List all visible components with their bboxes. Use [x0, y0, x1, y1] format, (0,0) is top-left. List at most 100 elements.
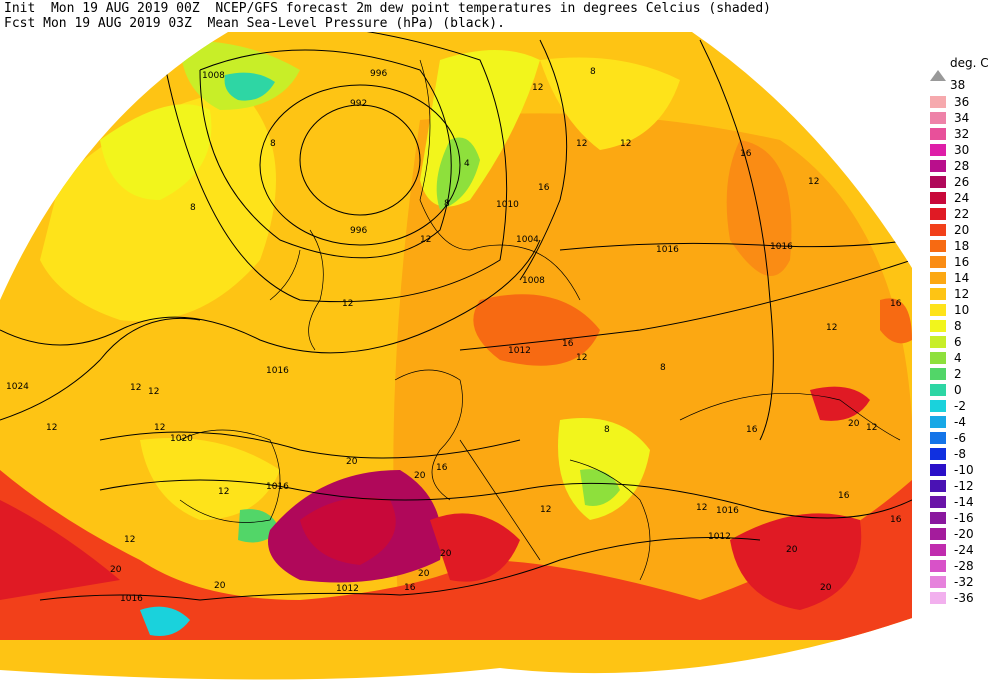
isobar-label: 996	[370, 69, 387, 79]
field-label: 16	[404, 583, 416, 593]
legend-swatch	[930, 240, 946, 252]
field-label: 12	[576, 353, 587, 363]
field-label: 16	[538, 183, 550, 193]
isobar-label: 1010	[496, 200, 519, 210]
field-label: 20	[214, 581, 226, 591]
legend-swatch	[930, 224, 946, 236]
legend-swatch	[930, 208, 946, 220]
legend-label: 22	[954, 207, 970, 221]
isobar-label: 1016	[656, 245, 679, 255]
legend-swatch	[930, 368, 946, 380]
legend-swatch	[930, 544, 946, 556]
legend-swatch	[930, 480, 946, 492]
isobar-label: 1016	[266, 482, 289, 492]
field-label: 12	[532, 83, 543, 93]
legend-item: 10	[930, 302, 1000, 318]
field-label: 16	[746, 425, 758, 435]
legend-swatch	[930, 592, 946, 604]
isobar-label: 1008	[202, 71, 225, 81]
field-label: 20	[346, 457, 358, 467]
field-label: 12	[46, 423, 57, 433]
legend-label: -24	[954, 543, 974, 557]
legend-swatch	[930, 528, 946, 540]
legend-swatch	[930, 288, 946, 300]
legend-item: 8	[930, 318, 1000, 334]
field-label: 20	[848, 419, 860, 429]
isobar-label: 1024	[6, 382, 29, 392]
field-label: 12	[826, 323, 837, 333]
legend-label: -20	[954, 527, 974, 541]
legend-item: 28	[930, 158, 1000, 174]
legend-swatch	[930, 384, 946, 396]
isobar-label: 1016	[716, 506, 739, 516]
field-label: 8	[660, 363, 666, 373]
legend-item: 6	[930, 334, 1000, 350]
legend-item: -14	[930, 494, 1000, 510]
legend-swatch	[930, 336, 946, 348]
legend-swatch	[930, 416, 946, 428]
legend-swatch	[930, 320, 946, 332]
legend-item: 24	[930, 190, 1000, 206]
legend-item: 14	[930, 270, 1000, 286]
legend-item: 16	[930, 254, 1000, 270]
legend-item: -32	[930, 574, 1000, 590]
legend-label: 36	[954, 95, 970, 109]
legend-item: 18	[930, 238, 1000, 254]
legend-swatch	[930, 144, 946, 156]
field-label: 8	[190, 203, 196, 213]
legend-label: -32	[954, 575, 974, 589]
legend-label: 34	[954, 111, 970, 125]
field-label: 12	[540, 505, 551, 515]
field-label: 16	[562, 339, 574, 349]
isobar-label: 1016	[266, 366, 289, 376]
legend-swatch	[930, 176, 946, 188]
isobar-label: 1008	[522, 276, 545, 286]
legend-label: 26	[954, 175, 970, 189]
legend-label: 12	[954, 287, 970, 301]
field-label: 12	[866, 423, 877, 433]
isobar-label: 1012	[708, 532, 731, 542]
field-label: 12	[620, 139, 631, 149]
isobar-label: 1020	[170, 434, 193, 444]
field-label: 16	[890, 299, 902, 309]
legend-label: 30	[954, 143, 970, 157]
isobar-label: 1004	[516, 235, 539, 245]
legend-swatch	[930, 448, 946, 460]
legend-unit: deg. C	[950, 56, 989, 70]
legend-label: -10	[954, 463, 974, 477]
legend-item: 36	[930, 94, 1000, 110]
isobars	[0, 32, 912, 601]
legend-item: 22	[930, 206, 1000, 222]
legend-swatch	[930, 304, 946, 316]
isobar-labels: 1008 996 992 996 1010 1004 1008 1016 101…	[6, 69, 793, 604]
legend-item: -12	[930, 478, 1000, 494]
field-label: 8	[590, 67, 596, 77]
legend-item: -2	[930, 398, 1000, 414]
legend-label: 28	[954, 159, 970, 173]
legend-swatch	[930, 512, 946, 524]
legend-label: 32	[954, 127, 970, 141]
legend-swatch	[930, 256, 946, 268]
field-label: 12	[124, 535, 135, 545]
field-label: 12	[420, 235, 431, 245]
isobar-label: 1012	[508, 346, 531, 356]
legend-label: -4	[954, 415, 966, 429]
field-label: 12	[808, 177, 819, 187]
field-label: 8	[604, 425, 610, 435]
legend-label: 8	[954, 319, 962, 333]
legend-swatch	[930, 160, 946, 172]
isobar-label: 1016	[770, 242, 793, 252]
legend-swatch	[930, 192, 946, 204]
legend-label: 18	[954, 239, 970, 253]
field-label: 12	[696, 503, 707, 513]
legend-label: -16	[954, 511, 974, 525]
legend-item: 2	[930, 366, 1000, 382]
legend-swatch	[930, 96, 946, 108]
legend-item: -16	[930, 510, 1000, 526]
legend-swatch	[930, 464, 946, 476]
legend-item: 34	[930, 110, 1000, 126]
legend-label: -6	[954, 431, 966, 445]
legend-label: -14	[954, 495, 974, 509]
field-label: 12	[130, 383, 141, 393]
